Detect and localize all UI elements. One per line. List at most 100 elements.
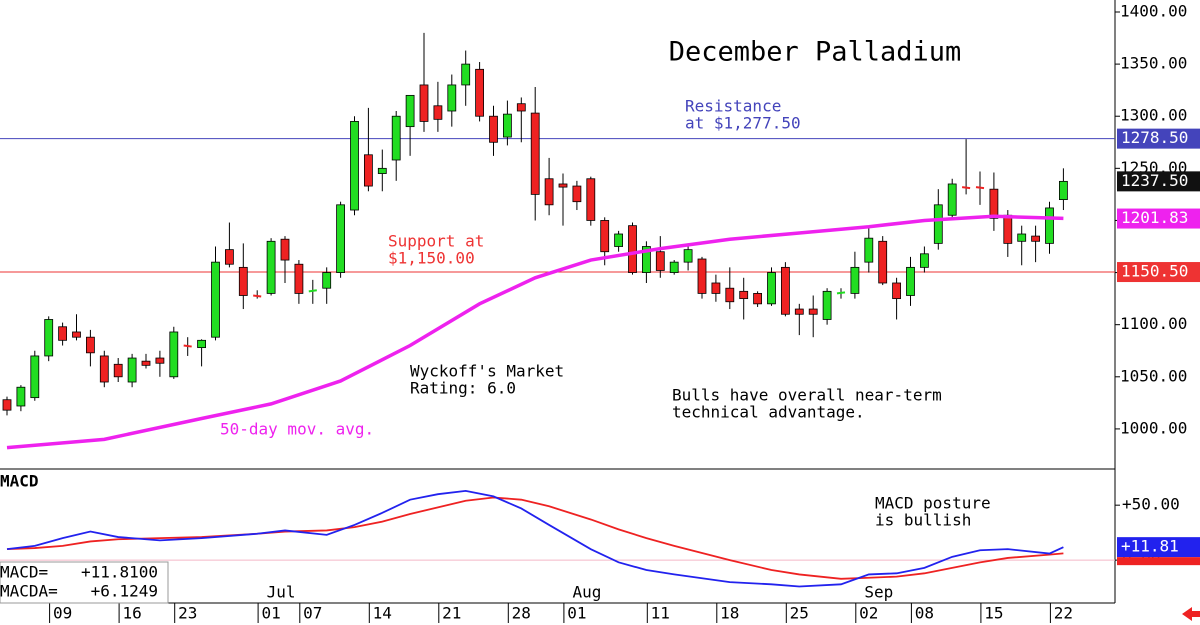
- candle-body: [127, 357, 137, 383]
- candle-body: [628, 225, 637, 273]
- candle-doji: [183, 344, 192, 348]
- y-tick-label: 1400.00: [1120, 1, 1187, 20]
- candle-body: [350, 121, 359, 211]
- x-tick-label: 16: [122, 604, 141, 623]
- candle-body: [322, 272, 332, 289]
- y-tick-label: 1350.00: [1120, 54, 1187, 73]
- price-tag: [1117, 208, 1200, 229]
- x-tick-label: 25: [790, 604, 809, 623]
- price-tag-label: 1201.83: [1121, 208, 1188, 227]
- candle-body: [947, 183, 957, 216]
- level-annotation: $1,150.00: [388, 249, 475, 268]
- candle-body: [767, 272, 776, 305]
- candle-body: [405, 94, 415, 128]
- candle-body: [294, 263, 304, 294]
- candle-body: [530, 112, 540, 195]
- x-tick-label: 01: [567, 604, 586, 623]
- candle-body: [1059, 180, 1068, 201]
- candle-doji: [308, 289, 317, 293]
- candle-body: [1031, 235, 1040, 242]
- candle-body: [72, 331, 81, 338]
- candle-body: [614, 233, 623, 247]
- candle-body: [725, 287, 735, 303]
- candle-body: [892, 282, 901, 300]
- x-tick-label: 23: [178, 604, 197, 623]
- candle-body: [391, 115, 401, 161]
- level-annotation: Support at: [388, 232, 484, 251]
- price-tag-label: 1278.50: [1121, 128, 1188, 147]
- candle-body: [169, 331, 179, 378]
- candle-body: [141, 360, 151, 366]
- candle-body: [516, 103, 526, 112]
- x-tick-label: 14: [373, 604, 392, 623]
- candle-body: [711, 282, 721, 294]
- candle-body: [377, 167, 387, 174]
- candle-doji: [253, 294, 262, 298]
- candle-body: [683, 249, 693, 263]
- x-tick-label: 21: [442, 604, 461, 623]
- candle-body: [586, 178, 596, 221]
- candle-body: [16, 386, 26, 407]
- readout-value: +6.1249: [91, 582, 158, 601]
- candle-body: [544, 178, 554, 206]
- candle-body: [2, 399, 12, 411]
- x-tick-label: 28: [512, 604, 531, 623]
- price-tag: [1117, 262, 1200, 283]
- annotation: Rating: 6.0: [410, 379, 516, 398]
- x-tick-label: 09: [53, 604, 72, 623]
- y-tick-label: 1300.00: [1120, 106, 1187, 125]
- level-annotation: Resistance: [685, 97, 781, 116]
- candle-body: [572, 185, 582, 203]
- macd-line: [6, 496, 1064, 580]
- candle-body: [419, 84, 429, 122]
- candle-body: [363, 154, 373, 187]
- moving-average-label: 50-day mov. avg.: [220, 420, 374, 439]
- candle-body: [502, 113, 512, 138]
- x-tick-label: 18: [720, 604, 739, 623]
- candle-body: [600, 220, 610, 253]
- candle-body: [58, 326, 67, 341]
- candle-body: [933, 204, 943, 244]
- price-tag-label: 1237.50: [1121, 171, 1188, 190]
- readout-name: MACD=: [0, 563, 48, 582]
- candle-doji: [836, 291, 846, 295]
- y-tick-label: 1050.00: [1120, 366, 1187, 385]
- candle-body: [238, 266, 248, 296]
- candle-body: [461, 63, 471, 86]
- candle-body: [336, 204, 346, 273]
- price-tag: [1117, 128, 1200, 149]
- macd-annotation: is bullish: [875, 511, 971, 530]
- macd-tag-label: +11.81: [1121, 537, 1179, 556]
- candle-body: [433, 105, 443, 120]
- candle-body: [655, 251, 665, 271]
- readout-value: +11.8100: [81, 563, 158, 582]
- chart-title: December Palladium: [669, 37, 962, 68]
- x-tick-label: 08: [915, 604, 934, 623]
- candle-body: [642, 246, 651, 273]
- candle-body: [489, 115, 498, 143]
- x-tick-label: 11: [651, 604, 670, 623]
- month-label: Sep: [864, 583, 893, 602]
- macd-title: MACD: [0, 472, 39, 491]
- candle-body: [197, 339, 207, 349]
- candle-body: [989, 188, 999, 219]
- candle-doji: [961, 186, 971, 190]
- candle-body: [794, 308, 804, 315]
- candle-body: [113, 363, 123, 378]
- macd-tag-red: [1117, 557, 1200, 566]
- price-tag: [1117, 171, 1200, 192]
- y-tick-label: 1000.00: [1120, 418, 1187, 437]
- candle-body: [558, 183, 568, 188]
- candle-body: [864, 237, 874, 263]
- candle-body: [781, 266, 790, 315]
- candle-body: [669, 261, 679, 273]
- x-tick-label: 15: [984, 604, 1003, 623]
- level-annotation: at $1,277.50: [685, 114, 801, 133]
- annotation: Wyckoff's Market: [410, 362, 564, 381]
- x-tick-label: 22: [1054, 604, 1073, 623]
- candle-body: [697, 258, 707, 294]
- month-label: Aug: [572, 583, 601, 602]
- candle-body: [878, 240, 888, 284]
- candle-body: [155, 357, 165, 364]
